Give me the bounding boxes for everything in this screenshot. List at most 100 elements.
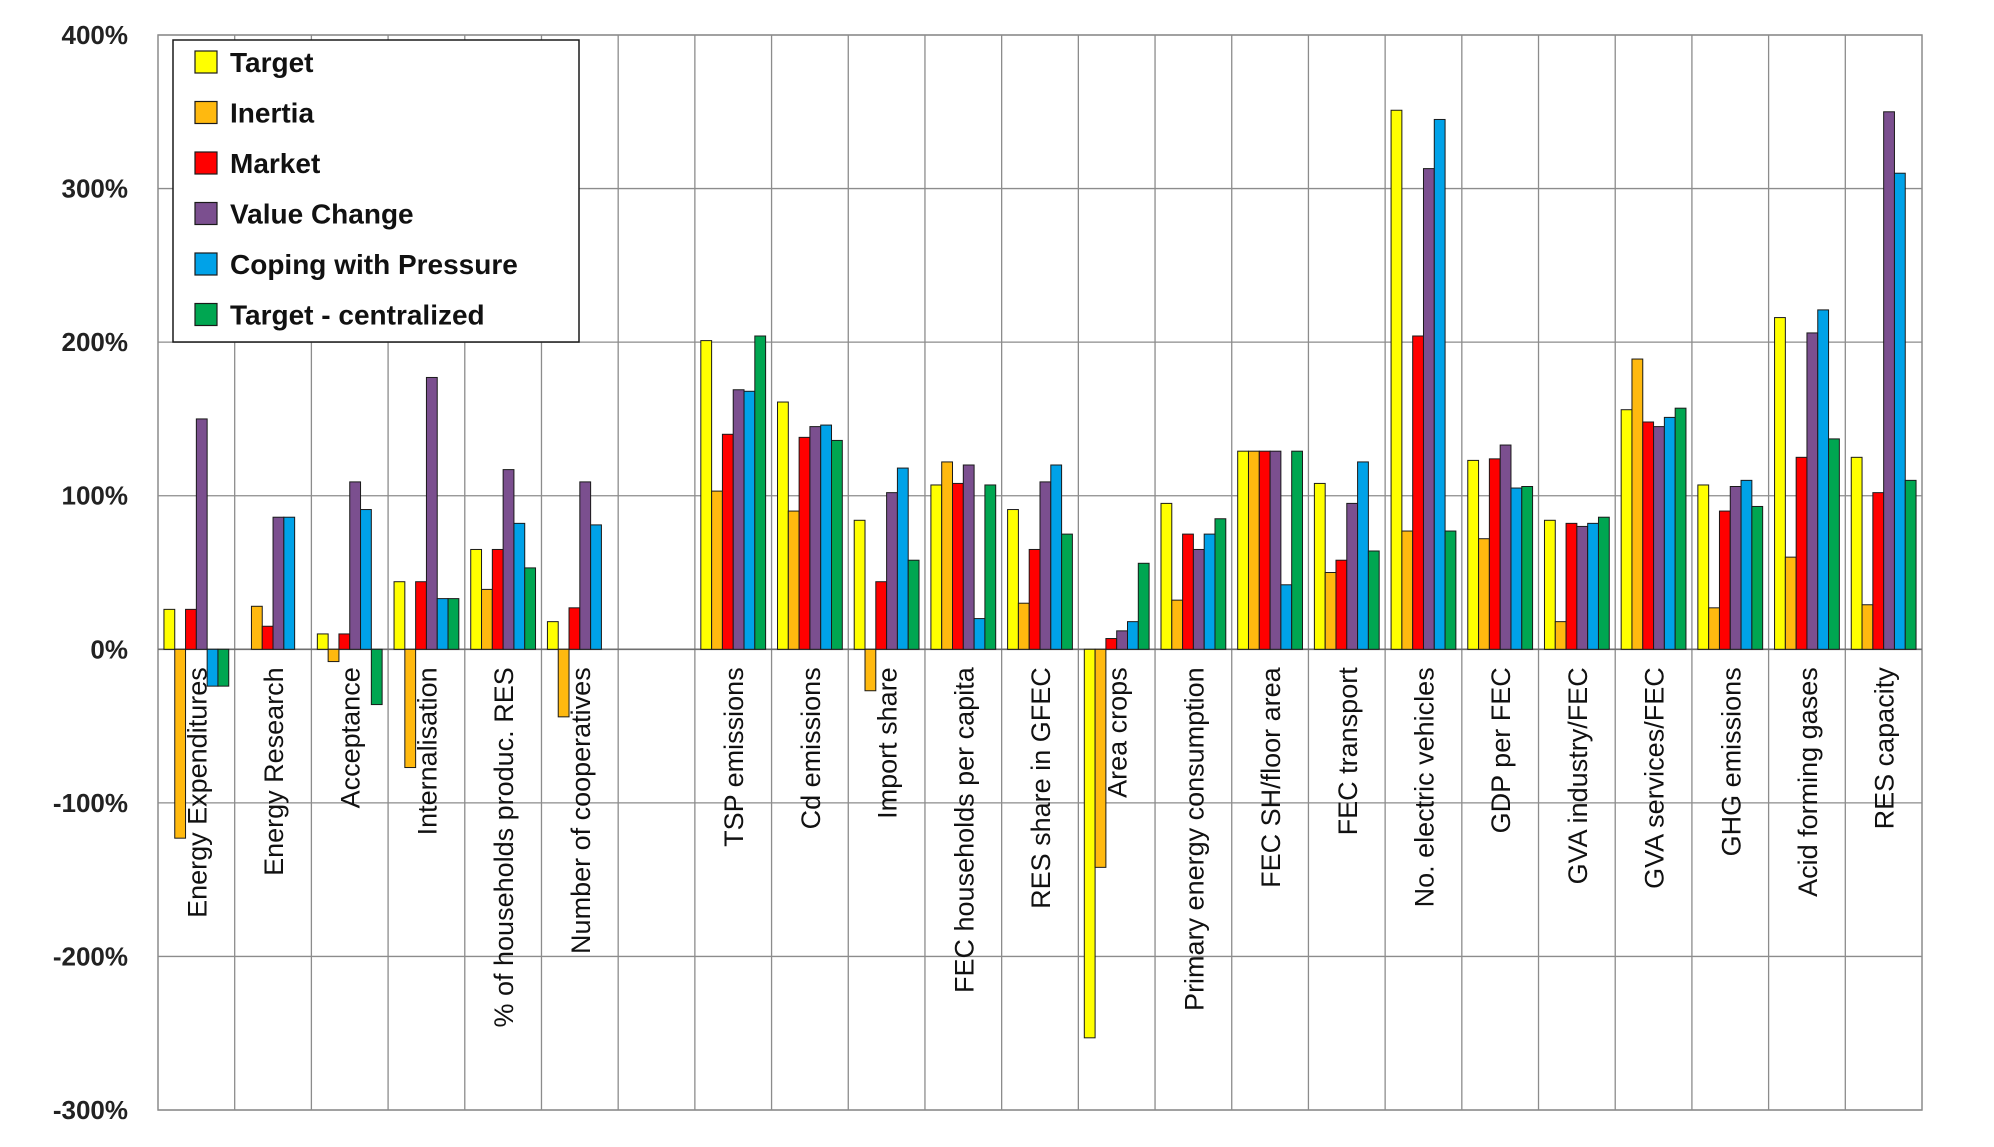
bar — [1708, 607, 1720, 650]
bar — [557, 648, 570, 718]
y-tick-label: 0% — [90, 634, 128, 664]
bar — [1718, 510, 1731, 650]
x-tick-label: FEC SH/floor area — [1256, 666, 1286, 888]
bar — [907, 559, 920, 650]
bar — [1499, 444, 1512, 650]
bar — [185, 608, 197, 650]
bar — [732, 389, 745, 650]
bar — [261, 625, 274, 650]
y-tick-label: 400% — [62, 20, 129, 50]
bar — [1631, 358, 1644, 650]
x-tick-label: RES share in GFEC — [1026, 667, 1056, 909]
bar — [360, 509, 372, 650]
bar — [896, 467, 909, 650]
bar — [404, 648, 417, 769]
legend-label: Inertia — [230, 98, 314, 129]
legend-swatch — [194, 201, 218, 226]
bar — [425, 376, 438, 650]
bar — [524, 567, 537, 650]
bar — [1050, 464, 1063, 650]
bar — [1160, 502, 1173, 650]
bars — [163, 109, 1917, 1039]
bar — [393, 581, 406, 650]
bar — [777, 401, 789, 650]
y-tick-label: -100% — [53, 788, 128, 818]
bar — [1565, 522, 1578, 650]
bar — [327, 648, 340, 663]
legend-label: Value Change — [230, 199, 414, 230]
bar — [1663, 416, 1676, 650]
bar — [886, 492, 898, 650]
bar — [1269, 450, 1282, 650]
bar — [973, 618, 986, 650]
y-tick-label: -300% — [53, 1095, 128, 1125]
bar — [1017, 602, 1030, 650]
bar — [1007, 509, 1019, 650]
x-tick-label: TSP emissions — [719, 667, 749, 847]
bar — [1543, 519, 1556, 650]
bar — [1401, 530, 1414, 650]
bar — [513, 522, 526, 650]
x-tick-label: GDP per FEC — [1486, 667, 1516, 833]
legend-label: Target - centralized — [230, 300, 485, 331]
bar — [1313, 482, 1326, 650]
bar — [1893, 172, 1906, 650]
bar — [1346, 502, 1359, 650]
bar — [754, 335, 767, 650]
bar — [1433, 118, 1446, 650]
y-tick-label: -200% — [53, 941, 128, 971]
bar — [1740, 479, 1753, 650]
bar — [798, 436, 811, 650]
x-tick-label: Area crops — [1103, 667, 1133, 798]
bar — [546, 621, 559, 650]
x-tick-label: Acid forming gases — [1793, 667, 1823, 897]
bar — [1806, 332, 1819, 650]
x-tick-label: Energy Research — [259, 667, 289, 876]
bar — [470, 548, 483, 650]
x-axis-tick-labels: Energy Expenditures Energy Research Accept… — [182, 666, 1899, 1027]
bar — [930, 484, 943, 650]
bar — [1203, 533, 1216, 650]
bar — [415, 581, 427, 650]
bar — [984, 484, 997, 650]
bar — [1126, 621, 1139, 650]
bar — [875, 581, 888, 650]
bar — [743, 390, 756, 650]
bar — [1883, 111, 1895, 650]
bar — [1795, 456, 1808, 650]
bar — [1478, 538, 1490, 650]
bar — [1094, 648, 1107, 868]
bar — [1850, 456, 1863, 650]
x-tick-label: Cd emissions — [796, 667, 826, 829]
bar — [1642, 421, 1655, 650]
bar — [831, 439, 843, 650]
y-tick-label: 200% — [62, 327, 129, 357]
bar — [1061, 533, 1073, 650]
bar — [1324, 572, 1337, 650]
bar — [250, 605, 263, 650]
bar — [283, 516, 296, 650]
bar — [579, 481, 592, 650]
bar — [1597, 516, 1610, 650]
bar — [711, 490, 723, 650]
legend: Target Inertia Market Value Change Coping wi… — [172, 39, 580, 343]
bar — [1774, 317, 1786, 650]
bar — [1697, 484, 1710, 650]
bar — [1237, 450, 1249, 650]
bar — [1521, 486, 1534, 650]
bar — [316, 633, 329, 650]
legend-box — [172, 39, 580, 343]
bar — [590, 524, 602, 650]
legend-label: Coping with Pressure — [230, 249, 518, 280]
bar — [1861, 604, 1874, 650]
bar — [1412, 335, 1424, 650]
bar — [1488, 458, 1501, 650]
bar — [163, 608, 176, 650]
bar — [820, 424, 833, 650]
legend-label: Target — [230, 47, 314, 78]
bar — [1280, 584, 1293, 650]
bar — [195, 418, 208, 650]
x-tick-label: GVA services/FEC — [1640, 667, 1670, 889]
bar — [700, 340, 713, 650]
